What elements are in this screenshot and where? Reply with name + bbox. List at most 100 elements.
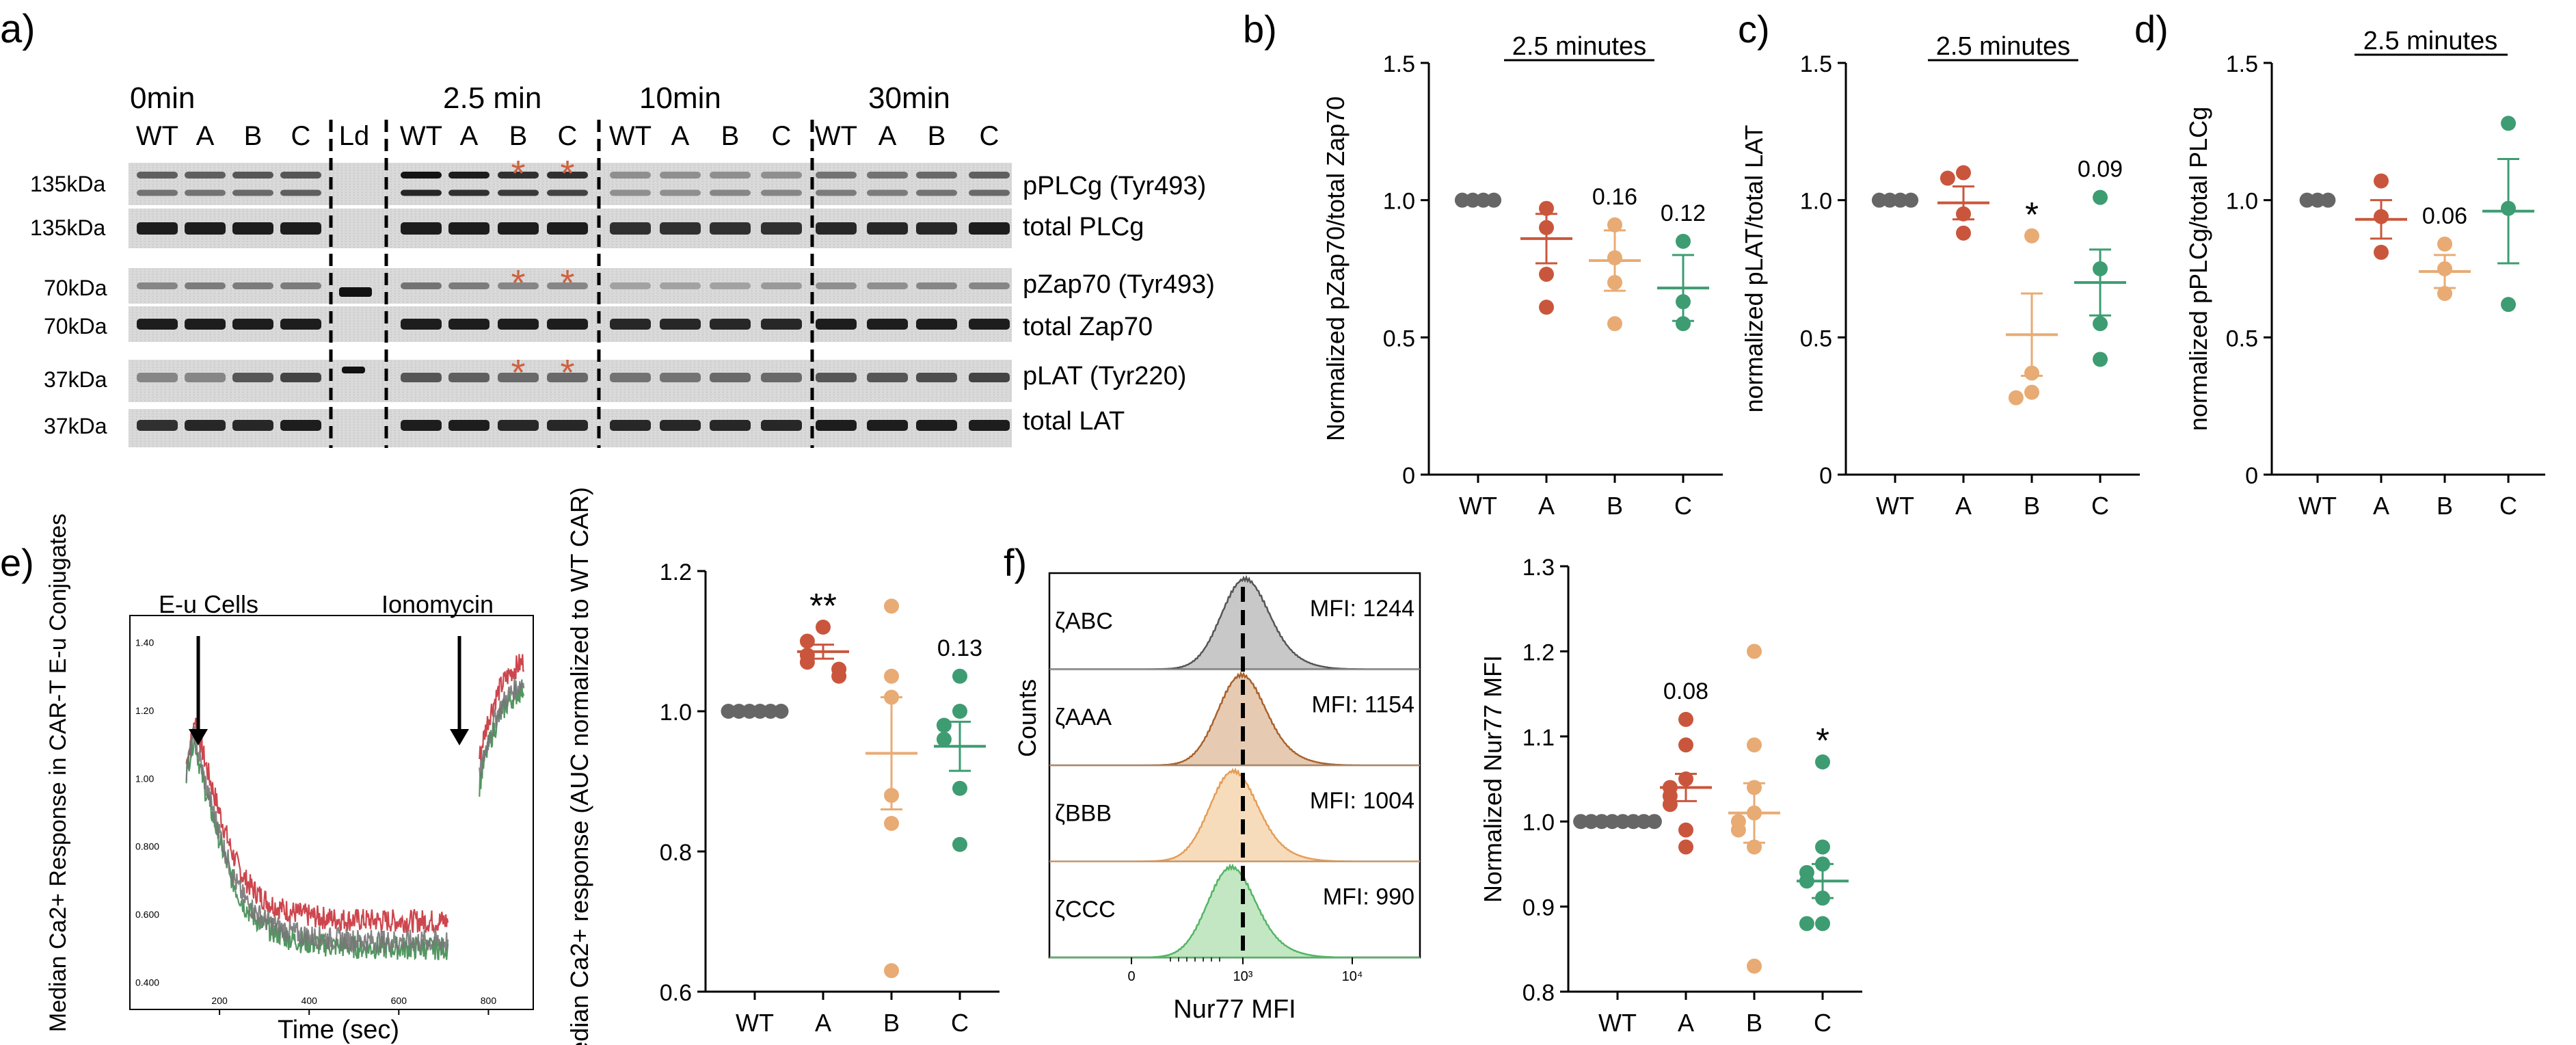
band-label: pZap70 (Tyr493) xyxy=(1023,270,1215,299)
panel-d-subtitle: 2.5 minutes xyxy=(2363,27,2497,55)
data-point xyxy=(799,654,815,670)
blot-band xyxy=(969,172,1010,178)
y-tick-label: 0.5 xyxy=(1800,326,1832,352)
band-label: pLAT (Tyr220) xyxy=(1023,362,1186,391)
blot-band xyxy=(710,189,751,196)
data-point xyxy=(752,704,768,719)
ladder-label: Ld xyxy=(339,121,370,151)
data-point xyxy=(1465,192,1481,208)
band-label: total PLCg xyxy=(1023,213,1144,241)
blot-band xyxy=(547,172,588,178)
blot-band xyxy=(867,420,908,431)
data-point xyxy=(1678,839,1693,855)
panel-e-label: e) xyxy=(0,541,34,584)
mw-label: 70kDa xyxy=(44,314,107,339)
x-tick-label: A xyxy=(815,1009,831,1037)
blot-band xyxy=(401,222,442,235)
y-tick-label: 0.6 xyxy=(660,980,692,1006)
chart-d: 0 0.5 1.0 1.5 normalized pPLCg/total PLCg WT A… xyxy=(2184,51,2545,520)
blot-band xyxy=(232,373,273,382)
data-point xyxy=(1815,754,1830,770)
data-point xyxy=(884,963,899,979)
panel-b: b) 2.5 minutes 0 0.5 1.0 1.5 Normalized pZap… xyxy=(1243,8,1723,520)
chart-b: 0 0.5 1.0 1.5 Normalized pZap70/total Zap70 W… xyxy=(1321,51,1723,520)
blot-band xyxy=(547,373,588,382)
arrow-head xyxy=(189,729,208,745)
x-tick-label: B xyxy=(1607,492,1623,520)
x-tick-label: WT xyxy=(1598,1009,1637,1037)
blot-band xyxy=(710,282,751,289)
blot-band xyxy=(710,222,751,235)
panel-e: e) Median Ca2+ Response in CAR-T E-u Con… xyxy=(0,487,999,1045)
track-name: ζABC xyxy=(1055,608,1113,634)
data-point xyxy=(1676,233,1691,249)
track-mfi: MFI: 1004 xyxy=(1310,788,1414,814)
data-point xyxy=(952,780,967,796)
blot-band xyxy=(137,282,178,289)
y-tick-label: 1.0 xyxy=(2226,189,2258,215)
y-tick-label: 0.800 xyxy=(135,841,159,852)
x-tick-label: 600 xyxy=(391,995,407,1006)
y-tick-label: 1.5 xyxy=(2226,51,2258,77)
data-point xyxy=(936,717,952,733)
blot-band xyxy=(498,172,539,178)
blot-band xyxy=(610,222,651,235)
blot-band xyxy=(547,189,588,196)
blot-band xyxy=(816,373,857,382)
blot-band xyxy=(185,189,226,196)
y-tick-label: 1.0 xyxy=(1522,810,1555,836)
blot-band xyxy=(401,319,442,330)
histogram-track xyxy=(1049,863,1420,959)
y-tick-label: 1.40 xyxy=(135,637,154,648)
data-point xyxy=(773,704,789,719)
blot-band xyxy=(185,222,226,235)
data-point xyxy=(1615,814,1631,830)
y-tick-label: 0.5 xyxy=(1383,326,1415,352)
blot-band xyxy=(610,172,651,178)
significance-annotation: * xyxy=(2025,195,2039,234)
significance-annotation: 0.12 xyxy=(1661,200,1706,226)
y-tick-label: 1.5 xyxy=(1383,51,1415,77)
blot-band xyxy=(710,172,751,178)
blot-band xyxy=(498,420,539,431)
x-tick-label: 10⁴ xyxy=(1342,969,1363,984)
blot-band xyxy=(969,319,1010,330)
trace-ylabel: Median Ca2+ Response in CAR-T E-u Conjug… xyxy=(45,514,71,1032)
chart-c: 0 0.5 1.0 1.5 normalized pLAT/total LAT WT A B C… xyxy=(1740,51,2140,520)
lane-label: B xyxy=(928,121,946,151)
blot-band xyxy=(448,319,489,330)
data-point xyxy=(1882,192,1898,208)
data-point xyxy=(1539,267,1554,282)
data-point xyxy=(952,836,967,852)
data-point xyxy=(952,668,967,684)
lane-label: A xyxy=(196,121,215,151)
y-tick-label: 0.8 xyxy=(1522,980,1555,1006)
timepoint-label: 10min xyxy=(639,81,721,115)
blot-band xyxy=(867,319,908,330)
blot-band xyxy=(761,282,802,289)
arrow-label: E-u Cells xyxy=(159,590,258,618)
y-tick-label: 0 xyxy=(1402,463,1415,489)
y-axis-title: Normalized pZap70/total Zap70 xyxy=(1321,96,1350,441)
x-tick-label: 0 xyxy=(1127,969,1135,984)
blot-band xyxy=(610,420,651,431)
x-tick-label: C xyxy=(951,1009,969,1037)
mw-label: 37kDa xyxy=(44,367,107,392)
data-point xyxy=(1747,737,1762,753)
data-point xyxy=(816,620,831,635)
y-tick-label: 0.9 xyxy=(1522,895,1555,921)
data-point xyxy=(2437,236,2453,252)
x-tick-label: A xyxy=(2373,492,2389,520)
data-point xyxy=(1636,814,1652,830)
data-point xyxy=(1678,737,1693,753)
blot-band xyxy=(867,172,908,178)
trace-series xyxy=(185,654,525,934)
blot-band xyxy=(660,222,701,235)
data-point xyxy=(2374,244,2389,260)
x-tick-label: WT xyxy=(736,1009,774,1037)
blot-band xyxy=(969,222,1010,235)
chart-f2: 0.8 0.9 1.0 1.1 1.2 1.3 Normalized Nur77 MFI WT… xyxy=(1479,555,1862,1037)
blot-band xyxy=(280,172,321,178)
lane-label: A xyxy=(878,121,897,151)
blot-band xyxy=(448,222,489,235)
